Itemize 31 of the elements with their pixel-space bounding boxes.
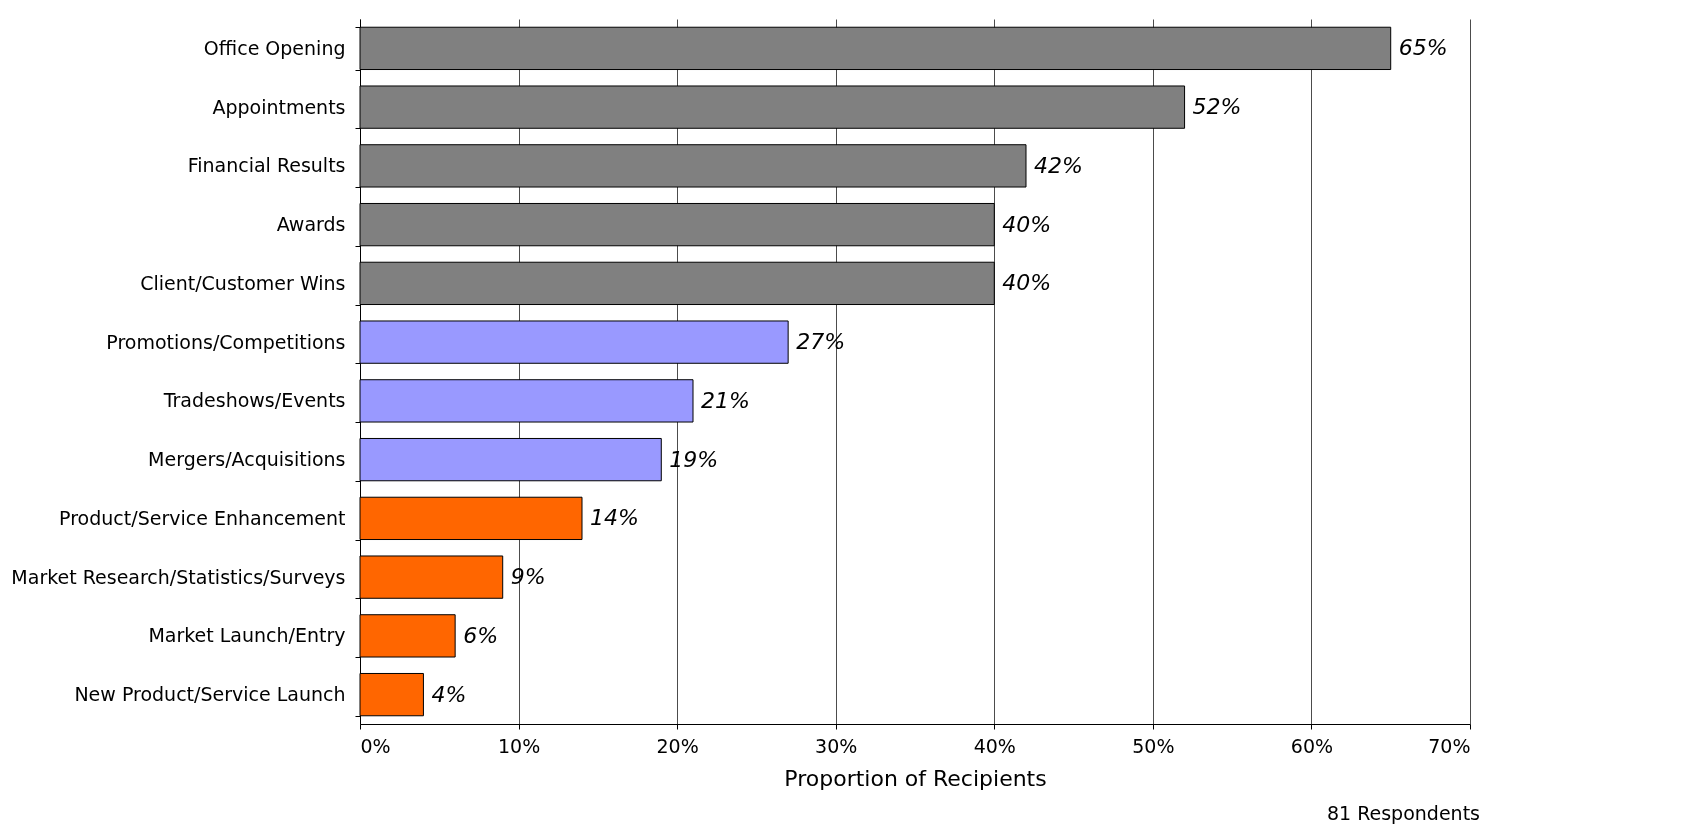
y-tick-label: Awards	[276, 213, 346, 236]
x-tick-label: 40%	[973, 734, 1016, 757]
y-tick-label: Client/Customer Wins	[140, 271, 346, 294]
x-axis-title: Proportion of Recipients	[784, 765, 1047, 791]
data-label: 40%	[1002, 270, 1052, 296]
y-tick-label: Product/Service Enhancement	[59, 506, 346, 529]
x-tick-label: 30%	[815, 734, 858, 757]
y-tick-label: Mergers/Acquisitions	[148, 448, 346, 471]
data-label: 4%	[431, 681, 467, 707]
y-tick-label: Tradeshows/Events	[162, 389, 346, 412]
y-tick-label: Promotions/Competitions	[106, 330, 346, 353]
data-label: 14%	[590, 505, 639, 531]
text: 81 Respondents	[1326, 802, 1480, 824]
y-tick-label: Market Launch/Entry	[148, 624, 346, 647]
x-tick-label: 70%	[1428, 734, 1471, 757]
y-tick-label: Office Opening	[203, 36, 346, 59]
y-tick-label: New Product/Service Launch	[74, 683, 346, 706]
data-label: 52%	[1192, 94, 1242, 120]
x-tick-label: 10%	[497, 734, 541, 757]
y-tick-label: Financial Results	[187, 154, 346, 177]
data-label: 6%	[463, 622, 499, 648]
data-label: 40%	[1002, 211, 1052, 237]
x-tick-label: 0%	[360, 734, 391, 757]
x-tick-label: 50%	[1132, 734, 1175, 757]
data-label: 42%	[1034, 152, 1083, 178]
data-label: 65%	[1398, 35, 1448, 61]
y-tick-label: Appointments	[212, 95, 346, 118]
x-tick-label: 60%	[1290, 734, 1334, 757]
data-label: 21%	[701, 387, 750, 413]
y-tick-label: Market Research/Statistics/Surveys	[11, 565, 346, 588]
x-tick-label: 20%	[656, 734, 699, 757]
